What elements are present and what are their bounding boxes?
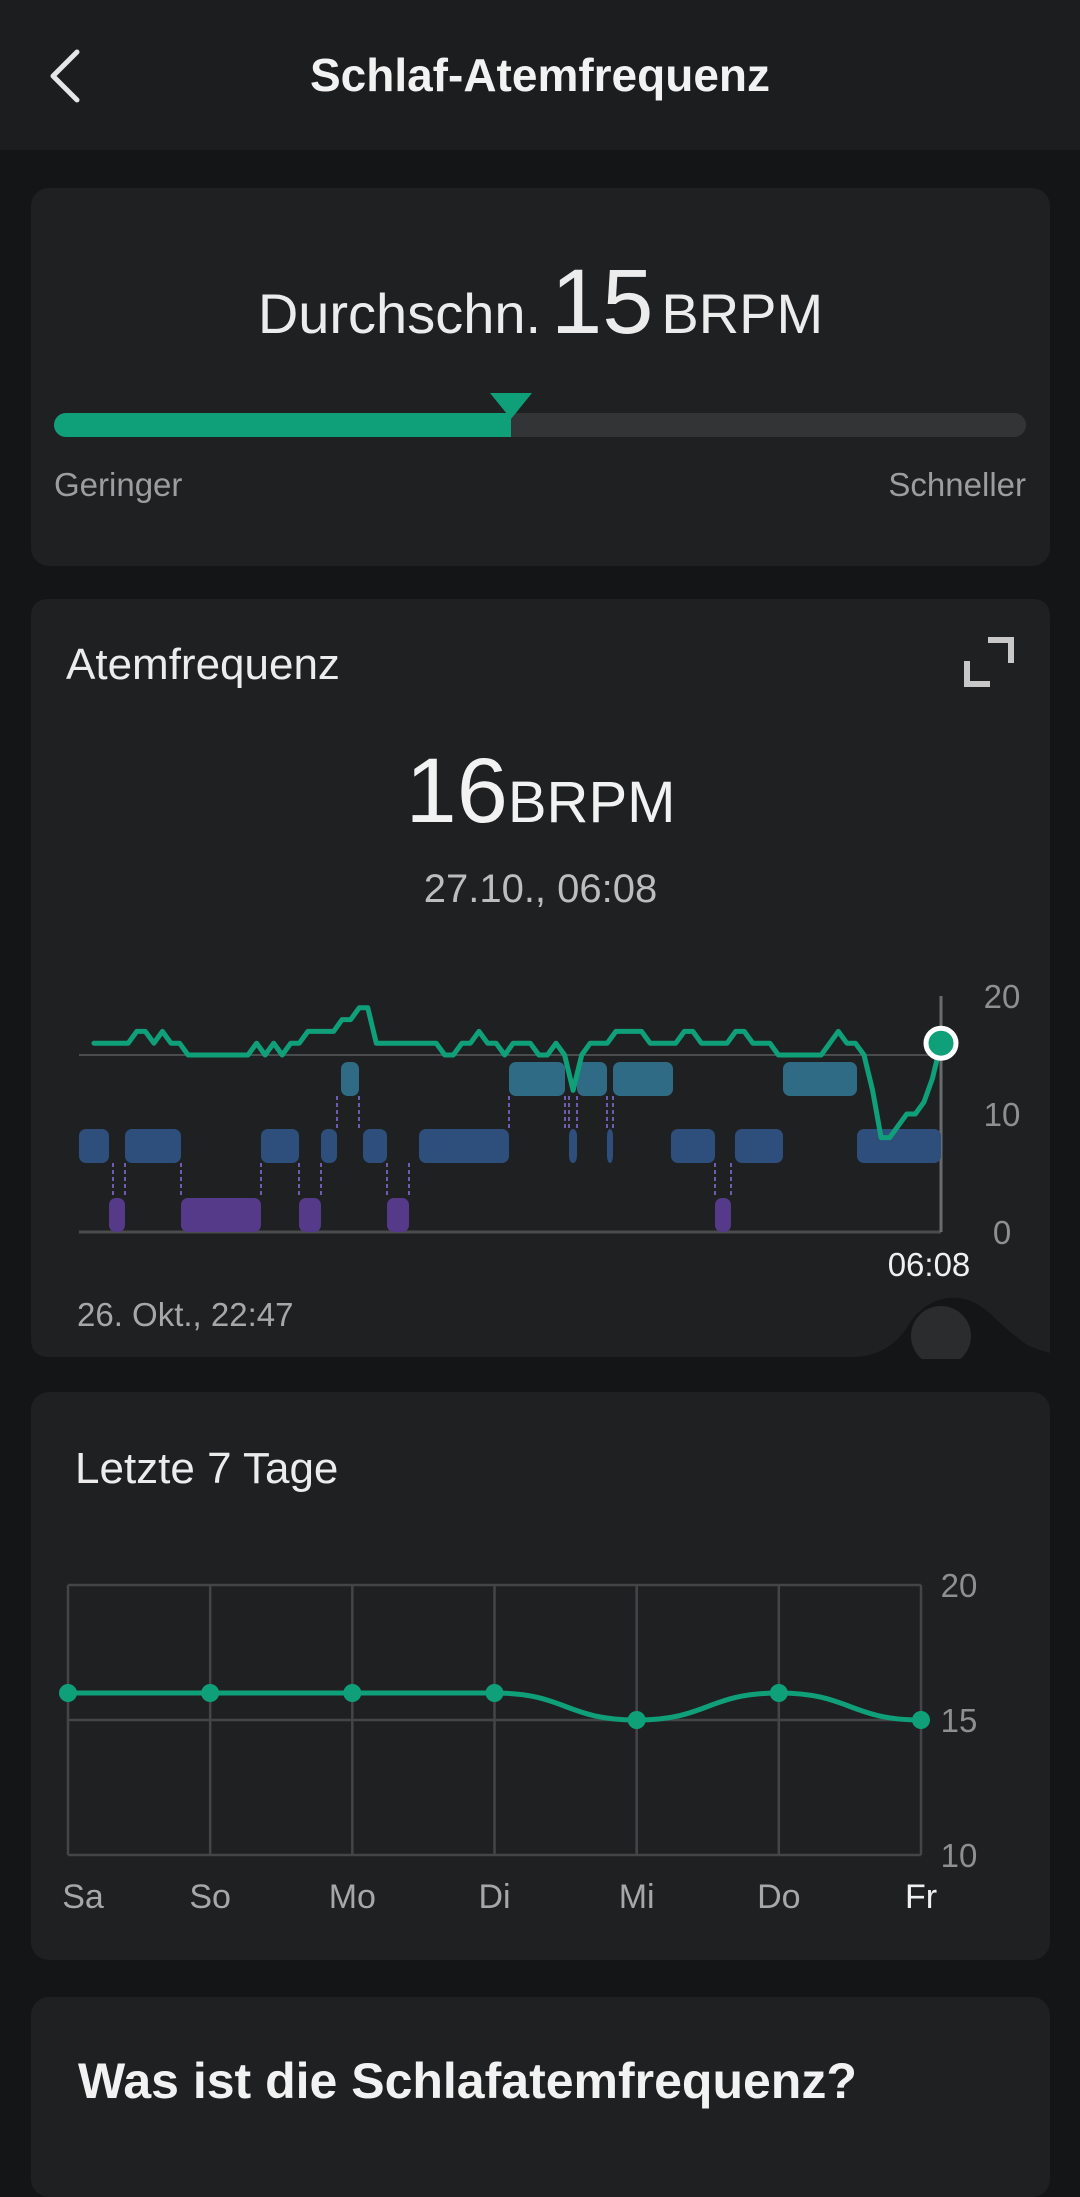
info-card[interactable]: Was ist die Schlafatemfrequenz? xyxy=(31,1997,1050,2197)
y-tick-label: 15 xyxy=(941,1702,978,1739)
stage-light-block xyxy=(363,1129,387,1163)
stage-light-block xyxy=(321,1129,337,1163)
x-tick-label[interactable]: Mo xyxy=(329,1878,376,1916)
week-data-point[interactable] xyxy=(627,1711,646,1729)
respiration-card: Atemfrequenz 16BRPM 27.10., 06:08 20 10 0 0… xyxy=(31,599,1050,1359)
respiration-chart[interactable]: 20 10 0 06:08 xyxy=(31,599,1050,1359)
selected-unit: BRPM xyxy=(507,770,676,835)
average-card: Durchschn. 15 BRPM Geringer Schneller xyxy=(31,188,1050,566)
stage-deep-block xyxy=(715,1198,731,1232)
week-data-point[interactable] xyxy=(59,1684,77,1702)
x-tick-label[interactable]: Sa xyxy=(62,1878,104,1916)
stage-rem-block xyxy=(341,1062,359,1096)
stage-light-block xyxy=(671,1129,715,1163)
chart-start-label: 26. Okt., 22:47 xyxy=(77,1296,294,1333)
week-title: Letzte 7 Tage xyxy=(75,1444,339,1493)
y-tick-label: 0 xyxy=(993,1214,1011,1251)
cursor-time-label: 06:08 xyxy=(888,1246,971,1283)
stage-light-block xyxy=(607,1129,613,1163)
week-chart[interactable]: 20 15 10 Sa So Mo Di Mi Do Fr xyxy=(31,1392,1050,1960)
expand-icon xyxy=(964,637,1014,687)
stage-rem-block xyxy=(577,1062,607,1096)
stage-light-block xyxy=(419,1129,509,1163)
selected-point[interactable] xyxy=(923,1025,959,1061)
range-marker-icon xyxy=(489,393,532,419)
stage-deep-block xyxy=(387,1198,409,1232)
y-tick-label: 20 xyxy=(984,978,1021,1015)
week-data-point[interactable] xyxy=(769,1684,788,1702)
x-tick-label[interactable]: So xyxy=(189,1878,231,1916)
stage-light-block xyxy=(125,1129,181,1163)
stage-rem-block xyxy=(509,1062,565,1096)
expand-button[interactable] xyxy=(962,635,1016,689)
y-tick-label: 20 xyxy=(941,1567,978,1604)
stage-rem-block xyxy=(613,1062,673,1096)
stage-light-block xyxy=(79,1129,109,1163)
stage-light-block xyxy=(569,1129,577,1163)
average-unit: BRPM xyxy=(661,282,824,345)
back-button[interactable] xyxy=(30,38,100,114)
selected-reading: 16BRPM xyxy=(31,739,1050,844)
x-tick-label[interactable]: Fr xyxy=(905,1878,937,1916)
stage-rem-block xyxy=(783,1062,857,1096)
x-tick-label[interactable]: Do xyxy=(757,1878,800,1916)
selected-value: 16 xyxy=(405,740,508,842)
week-data-point[interactable] xyxy=(343,1684,362,1702)
stage-deep-block xyxy=(299,1198,321,1232)
app-header: Schlaf-Atemfrequenz xyxy=(0,0,1080,150)
high-label: Schneller xyxy=(888,466,1026,503)
stage-light-block xyxy=(735,1129,783,1163)
average-line: Durchschn. 15 BRPM xyxy=(31,250,1050,355)
y-tick-label: 10 xyxy=(941,1837,978,1874)
week-card: Letzte 7 Tage 20 15 10 Sa So Mo Di Mi Do Fr xyxy=(31,1392,1050,1960)
range-fill xyxy=(54,413,511,437)
y-tick-label: 10 xyxy=(984,1096,1021,1133)
stage-deep-block xyxy=(109,1198,125,1232)
week-data-point[interactable] xyxy=(485,1684,504,1702)
average-label: Durchschn. xyxy=(257,282,542,345)
selected-time: 27.10., 06:08 xyxy=(423,867,658,911)
chevron-left-icon xyxy=(50,49,80,103)
info-title: Was ist die Schlafatemfrequenz? xyxy=(78,2053,857,2109)
low-label: Geringer xyxy=(54,466,183,503)
card-title: Atemfrequenz xyxy=(66,640,340,689)
x-tick-label[interactable]: Mi xyxy=(619,1878,655,1916)
average-value: 15 xyxy=(551,251,654,353)
respiration-card-background xyxy=(31,599,1050,1359)
page-title: Schlaf-Atemfrequenz xyxy=(309,49,771,101)
respiration-series-line xyxy=(91,1005,944,1141)
stage-deep-block xyxy=(181,1198,261,1232)
x-tick-label[interactable]: Di xyxy=(478,1878,510,1916)
range-track xyxy=(54,413,1026,437)
stage-light-block xyxy=(857,1129,941,1163)
stage-light-block xyxy=(261,1129,299,1163)
week-data-point[interactable] xyxy=(912,1711,930,1729)
scrub-handle[interactable] xyxy=(911,1306,971,1359)
week-data-point[interactable] xyxy=(201,1684,220,1702)
